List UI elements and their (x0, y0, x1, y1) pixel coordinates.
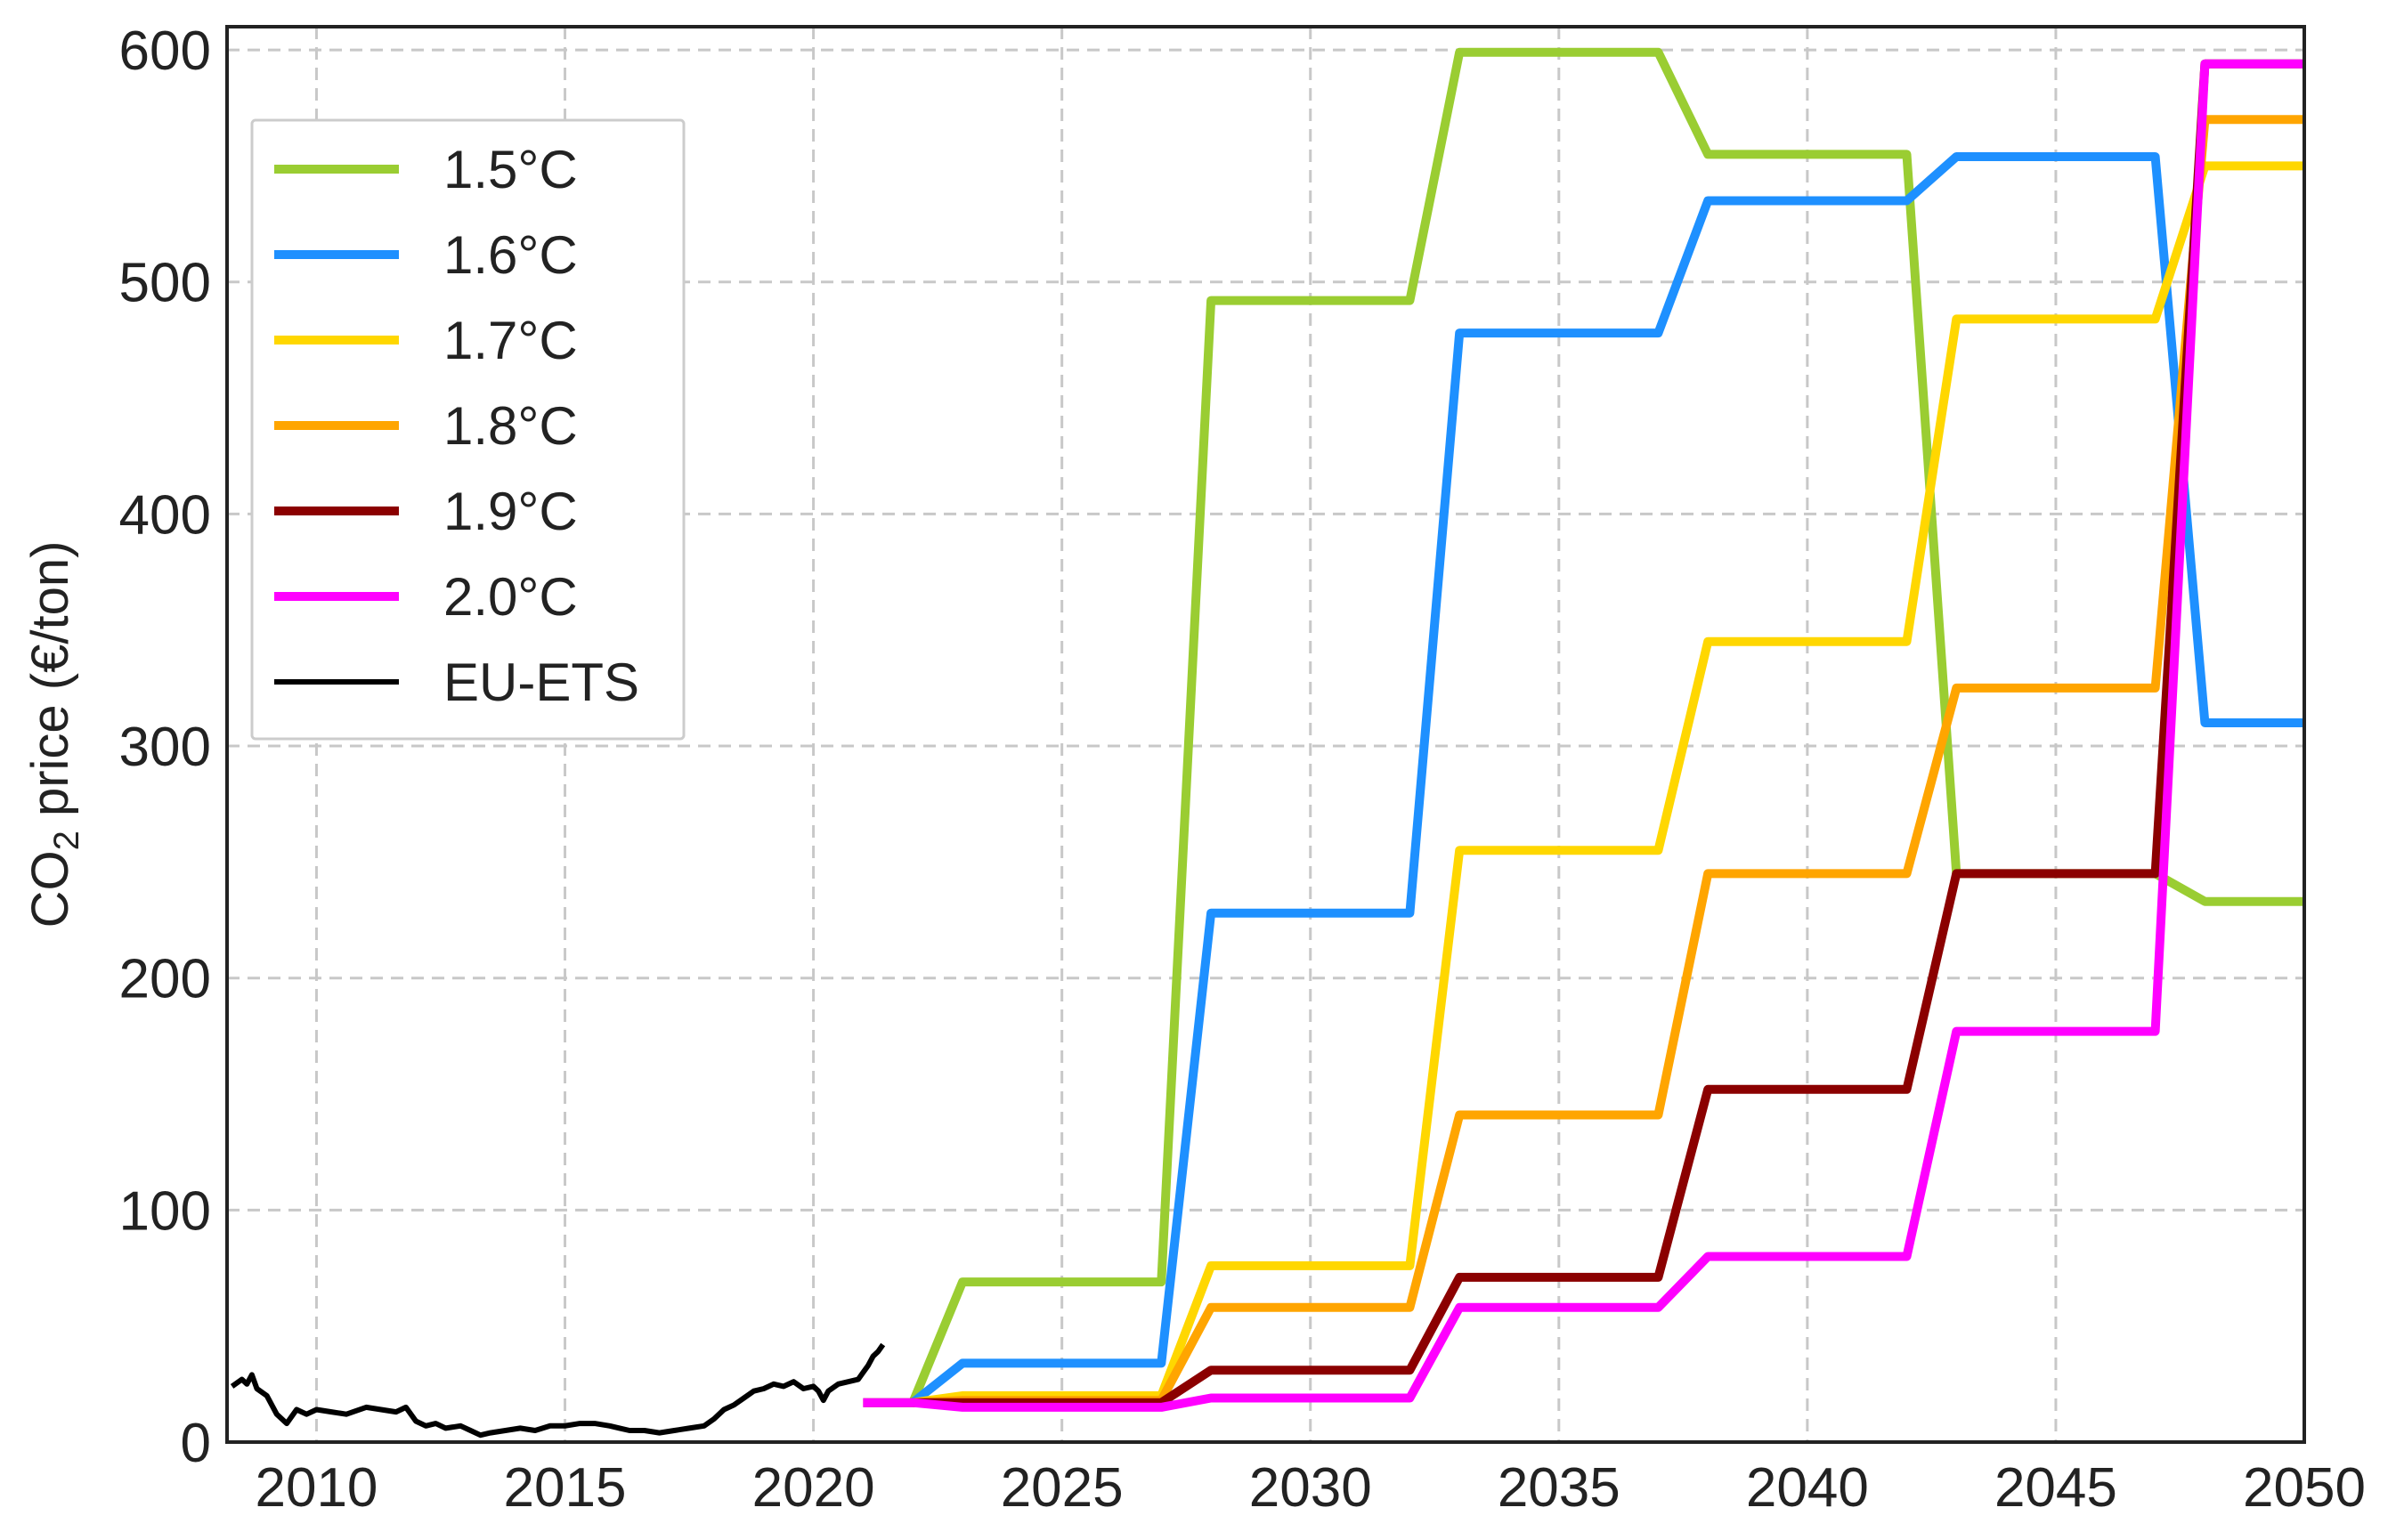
series-lines (230, 47, 2304, 1439)
series-line-1.6°C (910, 152, 2304, 1406)
series-line-EU-ETS (230, 1342, 886, 1439)
legend-label: 2.0°C (443, 567, 578, 627)
x-tick-label: 2035 (1498, 1457, 1620, 1519)
legend-label: 1.6°C (443, 225, 578, 285)
plot-frame (225, 25, 2306, 1444)
legend-box (250, 118, 686, 741)
legend-label: 1.8°C (443, 396, 578, 456)
x-tick-label: 2050 (2243, 1457, 2366, 1519)
x-tick-label: 2040 (1746, 1457, 1869, 1519)
x-tick-label: 2015 (504, 1457, 627, 1519)
x-tick-label: 2010 (255, 1457, 378, 1519)
y-axis-label: CO2 price (€/ton) (21, 541, 86, 928)
y-tick-label: 200 (119, 949, 211, 1010)
y-axis-ticks: 0 100 200 300 400 500 600 (119, 20, 211, 1474)
x-axis-ticks: 2010 2015 2020 2025 2030 2035 2040 2045 2050 (255, 1457, 2365, 1519)
x-tick-label: 2025 (1001, 1457, 1124, 1519)
y-tick-label: 100 (119, 1180, 211, 1242)
legend-label: 1.5°C (443, 140, 578, 199)
x-tick-label: 2020 (752, 1457, 875, 1519)
y-tick-label: 600 (119, 20, 211, 82)
y-axis-label-rest: price (€/ton) (21, 541, 79, 831)
y-tick-label: 300 (119, 717, 211, 778)
x-tick-label: 2030 (1249, 1457, 1372, 1519)
series-line-1.9°C (863, 59, 2304, 1407)
legend: 1.5°C 1.6°C 1.7°C 1.8°C 1.9°C 2.0°C EU-ETS (250, 118, 686, 741)
legend-label: EU-ETS (443, 652, 639, 712)
x-tick-label: 2045 (1994, 1457, 2117, 1519)
y-tick-label: 500 (119, 253, 211, 314)
y-tick-label: 0 (181, 1413, 211, 1474)
legend-label: 1.7°C (443, 311, 578, 370)
legend-label: 1.9°C (443, 482, 578, 541)
y-axis-label-subscript: 2 (47, 831, 86, 850)
series-line-2.0°C (863, 59, 2304, 1412)
y-axis-label-main: CO (21, 850, 79, 928)
y-tick-label: 400 (119, 484, 211, 546)
